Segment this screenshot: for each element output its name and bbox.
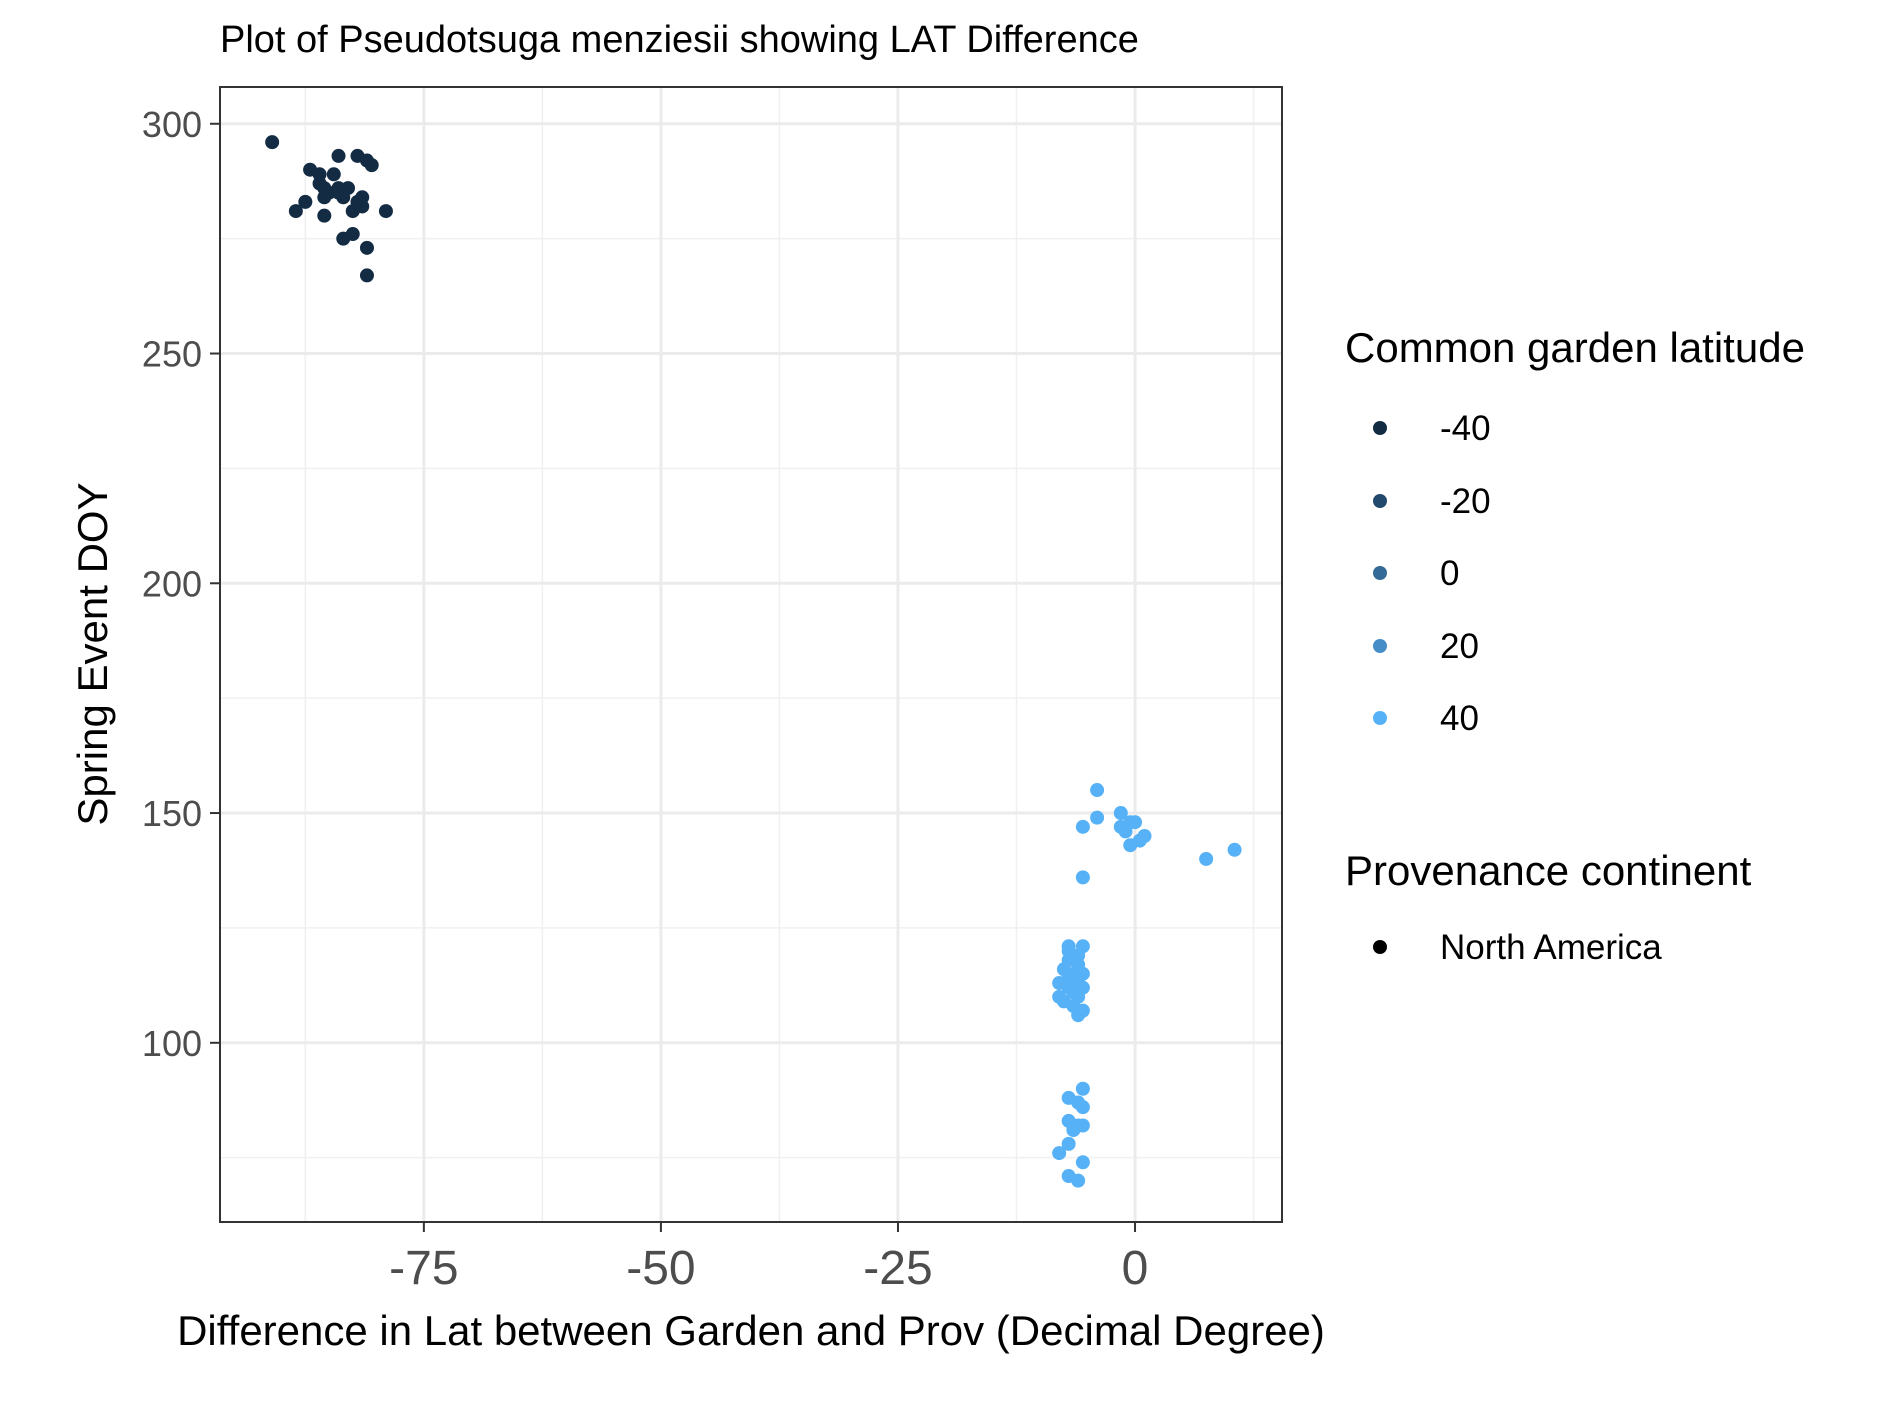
data-points [265,135,1242,1188]
data-point [331,185,346,200]
data-point [1113,806,1128,821]
data-point [1066,1123,1081,1138]
data-point [378,204,393,219]
x-tick-label: -75 [389,1242,458,1295]
data-point [1128,815,1143,830]
data-point [1061,1136,1076,1151]
data-point [355,190,370,205]
legend-title: Common garden latitude [1345,324,1805,371]
legend-key [1373,421,1387,435]
data-point [1071,989,1086,1004]
data-point [1090,783,1105,798]
data-point [331,148,346,163]
data-point [288,204,303,219]
legend-label: 20 [1440,627,1479,666]
data-point [1052,1146,1067,1161]
data-point [1227,842,1242,857]
legend-title: Provenance continent [1345,847,1752,894]
plot-panel-border [219,86,1283,1223]
x-tick-label: 0 [1122,1242,1149,1295]
major-gridlines [220,87,1282,1222]
legend-key [1373,494,1387,508]
legend-label: -20 [1440,482,1491,521]
legend-key [1373,940,1387,954]
legend-label: North America [1440,928,1662,967]
data-point [1075,1081,1090,1096]
y-tick-label: 250 [142,334,202,375]
data-point [1075,1100,1090,1115]
x-axis-ticks: -75 -50 -25 0 [389,1222,1148,1295]
data-point [345,227,360,242]
x-tick-label: -25 [863,1242,932,1295]
legend-label: 40 [1440,699,1479,738]
data-point [317,181,332,196]
data-point [317,208,332,223]
chart-title: Plot of Pseudotsuga menziesii showing LA… [220,19,1139,61]
data-point [1061,943,1076,958]
data-point [359,240,374,255]
data-point [326,167,341,182]
y-axis-ticks: 100 150 200 250 300 [142,104,220,1064]
legends: Common garden latitude -40 -20 0 20 40 Provena… [1345,324,1805,967]
legend-label: 0 [1440,554,1459,593]
data-point [1075,1155,1090,1170]
x-tick-label: -50 [626,1242,695,1295]
data-point [1075,870,1090,885]
x-axis-label: Difference in Lat between Garden and Pro… [177,1307,1325,1354]
plot-panel-background [220,87,1282,1222]
minor-gridlines [220,87,1282,1222]
y-axis-label: Spring Event DOY [69,482,116,825]
data-point [1071,1173,1086,1188]
data-point [1075,1003,1090,1018]
data-point [364,158,379,173]
data-point [298,194,313,209]
y-tick-label: 150 [142,793,202,834]
data-point [265,135,280,150]
legend-key [1373,566,1387,580]
legend-label: -40 [1440,409,1491,448]
data-point [359,268,374,283]
data-point [1199,851,1214,866]
y-tick-label: 200 [142,563,202,604]
legend-key [1373,639,1387,653]
legend-key [1373,711,1387,725]
y-tick-label: 100 [142,1023,202,1064]
data-point [1075,819,1090,834]
data-point [1137,829,1152,844]
y-tick-label: 300 [142,104,202,145]
data-point [1090,810,1105,825]
